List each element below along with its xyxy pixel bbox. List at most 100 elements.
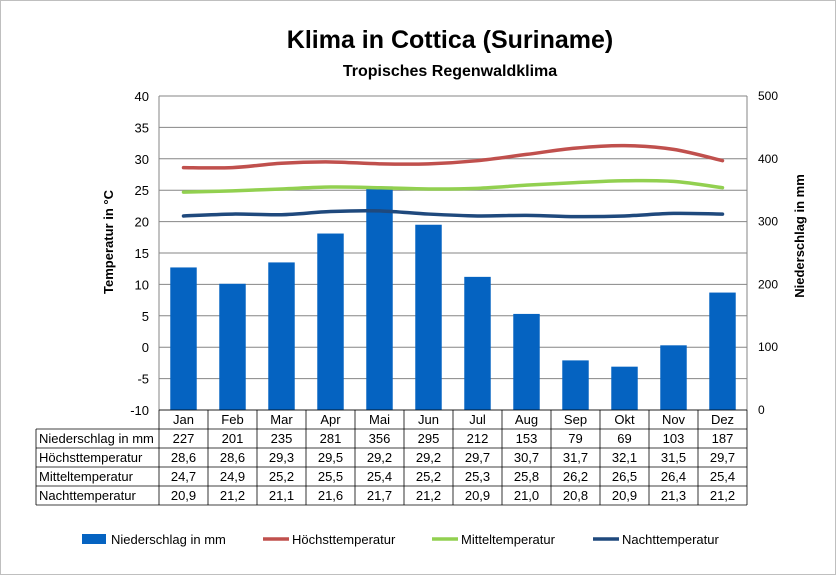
legend-label: Mitteltemperatur [461,532,556,547]
bar-Okt [611,366,638,410]
table-cell: 21,1 [269,488,294,503]
table-cell: 21,3 [661,488,686,503]
chart-title: Klima in Cottica (Suriname) [287,26,613,54]
table-cell: 25,4 [367,469,392,484]
bar-Sep [562,360,589,410]
table-cell: 29,7 [465,450,490,465]
left-tick-label: 5 [142,309,149,324]
bar-Mar [268,262,295,410]
table-cell: 32,1 [612,450,637,465]
axes: 40 35 30 25 20 15 10 5 0 -5 -10 500 400 300 200 100 0 [130,89,778,418]
table-cell: 201 [222,431,244,446]
table-cell: 29,7 [710,450,735,465]
temperature-lines [181,143,725,219]
bar-Jun [415,224,442,410]
right-tick-label: 200 [758,277,778,291]
table-row-label: Nachttemperatur [39,488,136,503]
left-tick-label: -10 [130,403,149,418]
right-tick-label: 0 [758,403,765,417]
line-höchsttemperatur [181,143,725,170]
left-tick-label: 20 [135,215,149,230]
month-label: Apr [320,412,341,427]
table-cell: 21,2 [710,488,735,503]
right-tick-label: 500 [758,89,778,103]
table-cell: 20,9 [171,488,196,503]
table-cell: 25,8 [514,469,539,484]
table-cell: 31,5 [661,450,686,465]
left-tick-label: 25 [135,183,149,198]
table-row-label: Mitteltemperatur [39,469,134,484]
month-label: Sep [564,412,587,427]
left-tick-label: 30 [135,152,149,167]
table-cell: 26,2 [563,469,588,484]
month-label: Mai [369,412,390,427]
right-tick-label: 400 [758,152,778,166]
bar-Apr [317,233,344,410]
month-label: Jan [173,412,194,427]
table-cell: 20,9 [612,488,637,503]
table-cell: 29,5 [318,450,343,465]
table-cell: 21,2 [220,488,245,503]
right-axis-title: Niederschlag in mm [792,174,807,298]
left-tick-label: -5 [137,372,149,387]
table-cell: 29,2 [416,450,441,465]
legend-swatch-bar [82,534,106,544]
table-row-label: Höchsttemperatur [39,450,143,465]
table-cell: 187 [712,431,734,446]
bar-Aug [513,313,540,410]
left-tick-label: 0 [142,340,149,355]
table-cell: 31,7 [563,450,588,465]
table-cell: 21,6 [318,488,343,503]
left-tick-label: 35 [135,120,149,135]
data-table: Jan Feb Mar Apr Mai Jun Jul Aug Sep Okt Nov Dez Nied… [35,409,748,506]
table-cell: 30,7 [514,450,539,465]
left-axis-title: Temperatur in °C [101,189,116,294]
table-cell: 79 [568,431,582,446]
table-cell: 103 [663,431,685,446]
table-cell: 227 [173,431,195,446]
table-cell: 26,4 [661,469,686,484]
table-cell: 20,8 [563,488,588,503]
month-label: Aug [515,412,538,427]
table-cell: 29,3 [269,450,294,465]
table-cell: 25,2 [416,469,441,484]
chart-subtitle: Tropisches Regenwaldklima [343,63,557,80]
month-label: Feb [221,412,243,427]
table-cell: 69 [617,431,631,446]
table-cell: 26,5 [612,469,637,484]
table-cell: 25,5 [318,469,343,484]
bar-Mai [366,186,393,410]
table-row-label: Niederschlag in mm [39,431,154,446]
bar-Feb [219,283,246,410]
legend-label: Niederschlag in mm [111,532,226,547]
legend: Niederschlag in mm Höchsttemperatur Mittel… [82,532,719,547]
table-cell: 21,0 [514,488,539,503]
precipitation-bars [170,186,736,410]
month-label: Mar [270,412,293,427]
table-cell: 24,9 [220,469,245,484]
month-label: Okt [614,412,635,427]
table-cell: 212 [467,431,489,446]
table-cell: 235 [271,431,293,446]
right-tick-label: 300 [758,215,778,229]
month-label: Jul [469,412,486,427]
right-tick-label: 100 [758,340,778,354]
gridlines [159,95,747,411]
table-cell: 25,3 [465,469,490,484]
table-cell: 153 [516,431,538,446]
line-nachttemperatur [181,209,725,219]
table-cell: 295 [418,431,440,446]
left-tick-label: 15 [135,246,149,261]
table-cell: 356 [369,431,391,446]
table-cell: 24,7 [171,469,196,484]
line-mitteltemperatur [181,178,725,194]
month-label: Jun [418,412,439,427]
legend-label: Nachttemperatur [622,532,719,547]
left-tick-label: 10 [135,277,149,292]
bar-Jul [464,276,491,410]
table-cell: 29,2 [367,450,392,465]
month-label: Dez [711,412,734,427]
bar-Nov [660,345,687,410]
bar-Dez [709,292,736,410]
